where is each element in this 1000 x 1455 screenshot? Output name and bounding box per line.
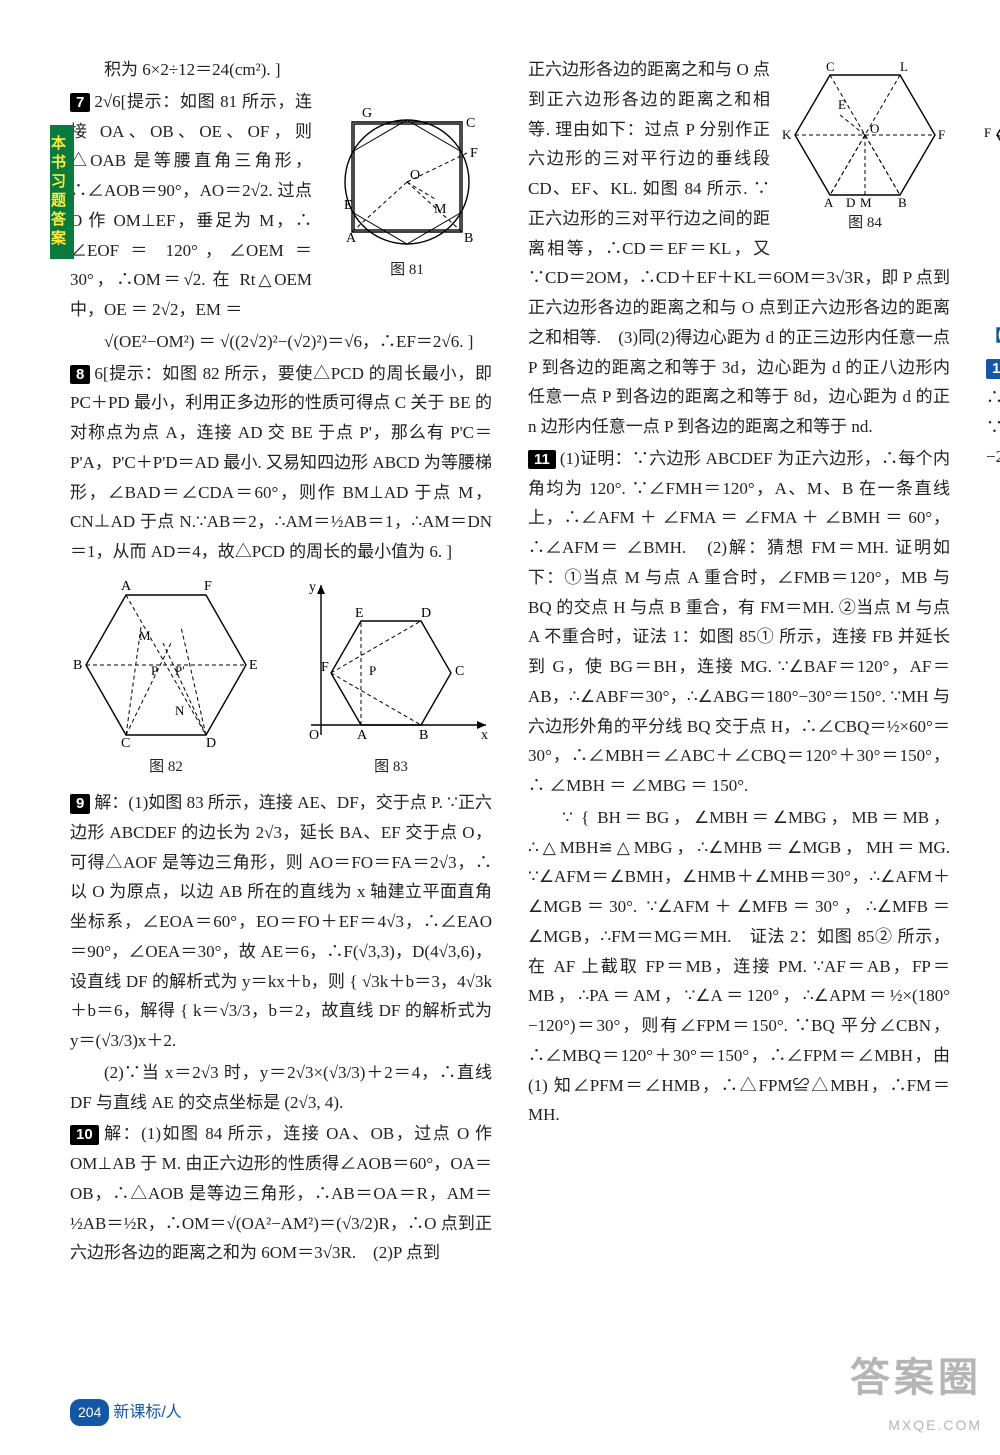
svg-text:L: L [900,59,908,74]
svg-text:A: A [121,579,132,594]
svg-text:F: F [984,125,991,140]
page-number: 204 [70,1399,109,1426]
svg-text:D: D [846,195,855,210]
svg-text:F: F [204,579,212,594]
svg-text:C: C [826,59,835,74]
section-item-1: 1B[提示：连接 OE，∵四边形 ABCD 是平行四边形，∴∠D＝∠B＝70°，… [986,353,1000,472]
num-9: 9 [70,794,90,814]
num-7: 7 [70,93,90,113]
section-title: 24.4 弧长和扇形面积 [986,284,1000,319]
svg-text:M: M [139,628,151,643]
item-9: 9解：(1)如图 83 所示，连接 AE、DF，交于点 P. ∵正六边形 ABC… [70,788,492,1056]
item-10a: 10解：(1)如图 84 所示，连接 OA、OB，过点 O 作 OM⊥AB 于 … [70,1119,492,1268]
svg-text:P': P' [175,663,185,678]
figure-85-1: A B C D E F M H Q G N ① [982,55,1000,240]
figure-81-label: 图 81 [390,262,424,278]
figures-82-83: A F E D C B M P' P N 图 82 [70,575,492,780]
svg-text:A: A [357,728,368,743]
svg-text:E: E [355,606,364,621]
figure-85-label: 图 85 [986,244,1000,274]
svg-text:G: G [362,106,372,121]
svg-text:C: C [121,736,130,750]
item-9-text: 解：(1)如图 83 所示，连接 AE、DF，交于点 P. ∵正六边形 ABCD… [70,793,492,1050]
svg-text:F: F [321,660,329,675]
figure-82-label: 图 82 [149,759,183,775]
svg-text:A: A [824,195,834,210]
svg-text:F: F [470,146,478,161]
page-footer: 204新课标/人 [70,1399,182,1427]
item-11a: 11(1)证明：∵六边形 ABCDEF 为正六边形，∴每个内角均为 120°. … [528,444,950,801]
item-9b: (2)∵当 x＝2√3 时，y＝2√3×(√3/3)＋2＝4，∴直线 DF 与直… [70,1058,492,1118]
item-8: 86[提示：如图 82 所示，要使△PCD 的周长最小，即 PC＋PD 最小，利… [70,359,492,567]
svg-text:E: E [249,658,258,673]
figure-83: O A B C D E F P x y 图 83 [291,575,491,780]
svg-text:O: O [870,121,879,136]
item-pre: 积为 6×2÷12＝24(cm²). ] [70,55,492,85]
item-11a-text: (1)证明：∵六边形 ABCDEF 为正六边形，∴每个内角均为 120°. ∵∠… [528,449,950,795]
num-8: 8 [70,365,90,385]
num-10: 10 [70,1125,99,1145]
svg-text:O: O [410,168,420,183]
page-body: 积为 6×2÷12＝24(cm²). ] A B C D G F . E O M… [0,0,1000,1360]
svg-text:x: x [481,728,488,743]
figure-83-label: 图 83 [374,759,408,775]
svg-text:D: D [206,736,216,750]
num-sec-1: 1 [986,359,1000,379]
footer-label: 新课标/人 [113,1404,181,1421]
svg-text:B: B [73,658,82,673]
svg-text:M: M [860,195,872,210]
item-7a-text: 2√6[提示：如图 81 所示，连接 OA、OB、OE、OF，则 △OAB 是等… [70,92,312,319]
svg-text:C: C [466,116,475,131]
item-11b: ∵ { BH＝BG，∠MBH＝∠MBG，MB＝MB，∴△MBH≌△MBG，∴∠M… [528,803,950,1130]
figure-84-label: 图 84 [848,215,882,231]
figure-85: A B C D E F M H Q G N ① A B [986,55,1000,240]
num-11: 11 [528,450,556,470]
watermark-small: MXQE.COM [850,1413,982,1438]
svg-text:E: E [838,97,846,112]
item-8-text: 6[提示：如图 82 所示，要使△PCD 的周长最小，即 PC＋PD 最小，利用… [70,364,492,562]
svg-text:B: B [464,231,473,246]
svg-text:A: A [346,231,357,246]
svg-text:M: M [434,202,447,217]
svg-text:B: B [898,195,907,210]
figure-84: A B F L C K O M D E 图 84 [780,55,950,236]
section-sub: 【教材精析案】 [986,323,1000,351]
svg-text:F: F [938,127,945,142]
figure-82: A F E D C B M P' P N 图 82 [71,575,261,780]
svg-text:K: K [782,127,792,142]
figure-81: A B C D G F . E O M 图 81 [322,87,492,283]
svg-text:O: O [309,728,319,743]
svg-text:N: N [175,703,185,718]
svg-text:E: E [344,198,353,213]
item-7b: √(OE²−OM²) ＝ √((2√2)²−(√2)²)＝√6，∴EF＝2√6.… [70,327,492,357]
svg-text:P: P [151,663,158,678]
svg-text:P: P [369,663,376,678]
svg-text:D: D [421,606,431,621]
item-10a-text: 解：(1)如图 84 所示，连接 OA、OB，过点 O 作 OM⊥AB 于 M.… [70,1124,492,1262]
svg-text:B: B [419,728,428,743]
side-tab: 本书习题答案 [50,125,74,259]
svg-text:C: C [455,664,464,679]
svg-text:y: y [309,580,316,595]
